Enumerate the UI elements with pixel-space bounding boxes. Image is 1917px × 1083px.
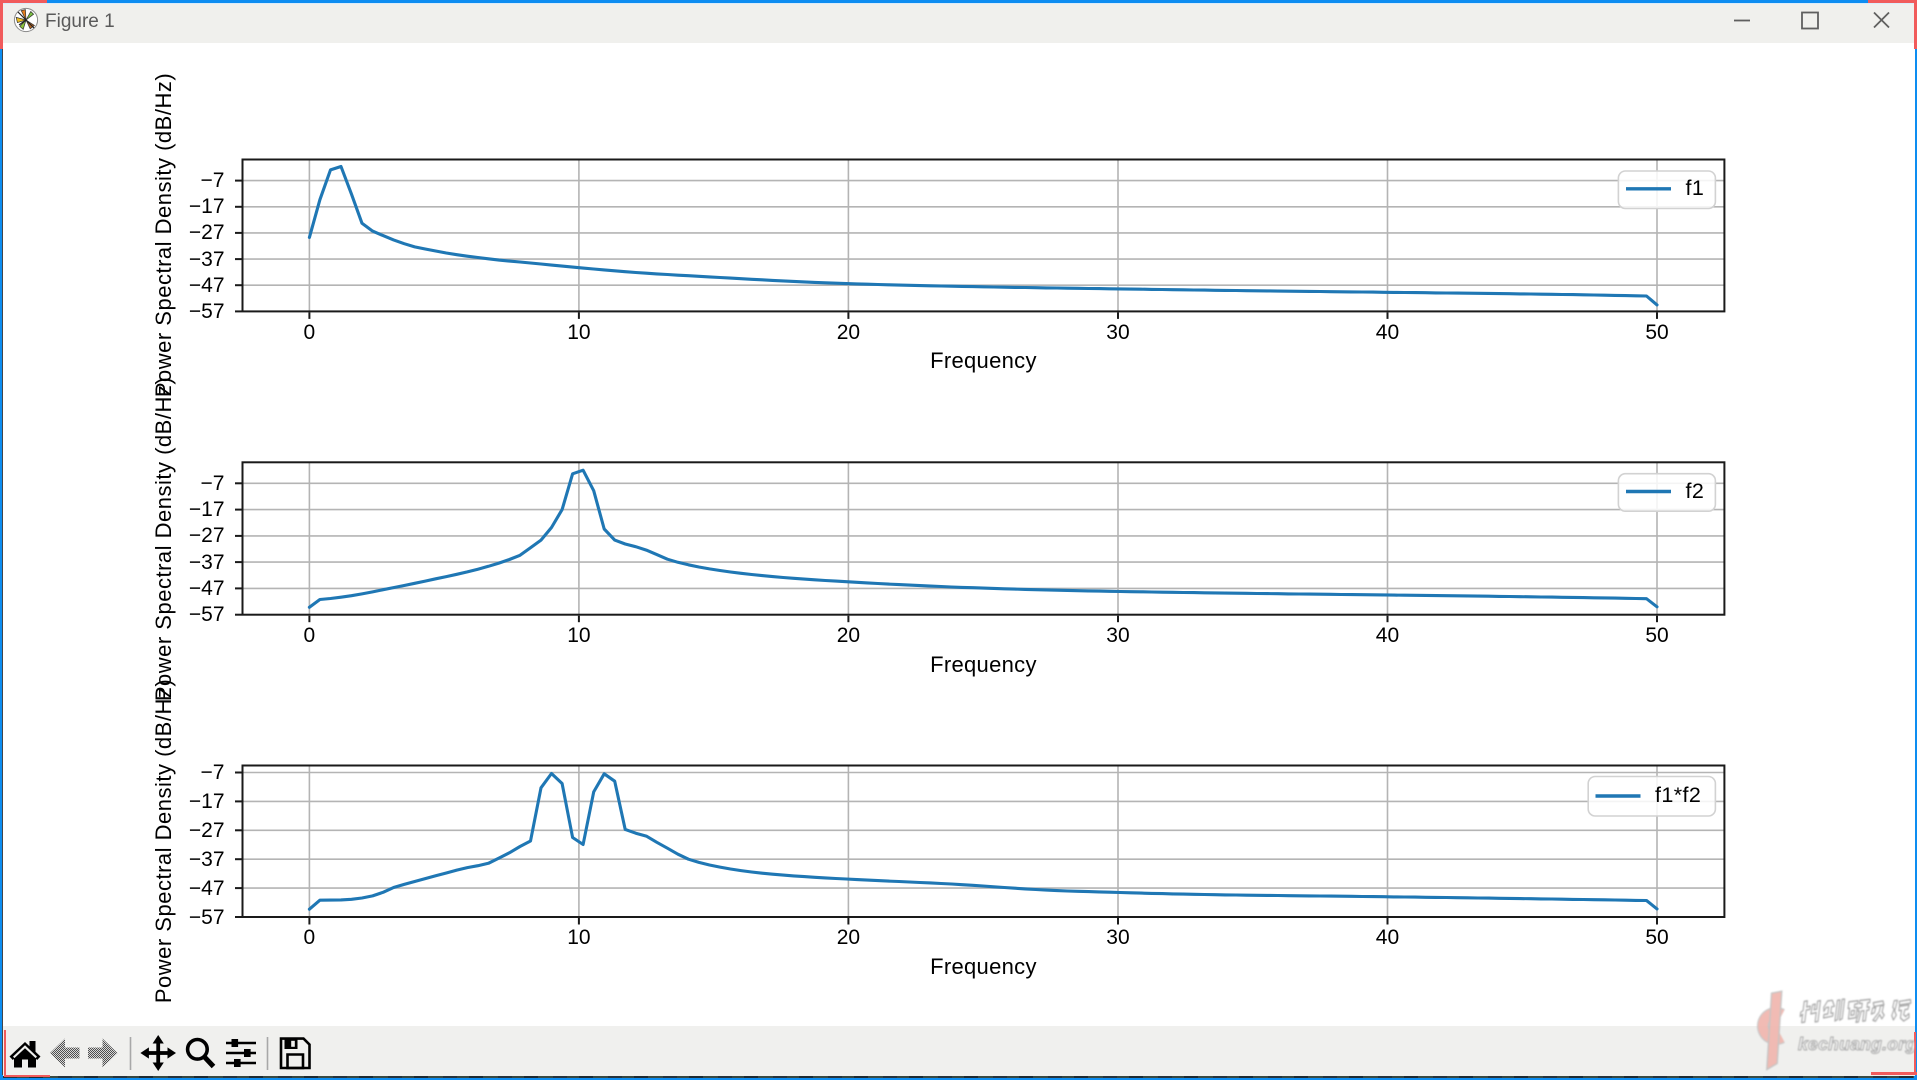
svg-text:kechuang.org: kechuang.org: [1798, 1034, 1914, 1054]
